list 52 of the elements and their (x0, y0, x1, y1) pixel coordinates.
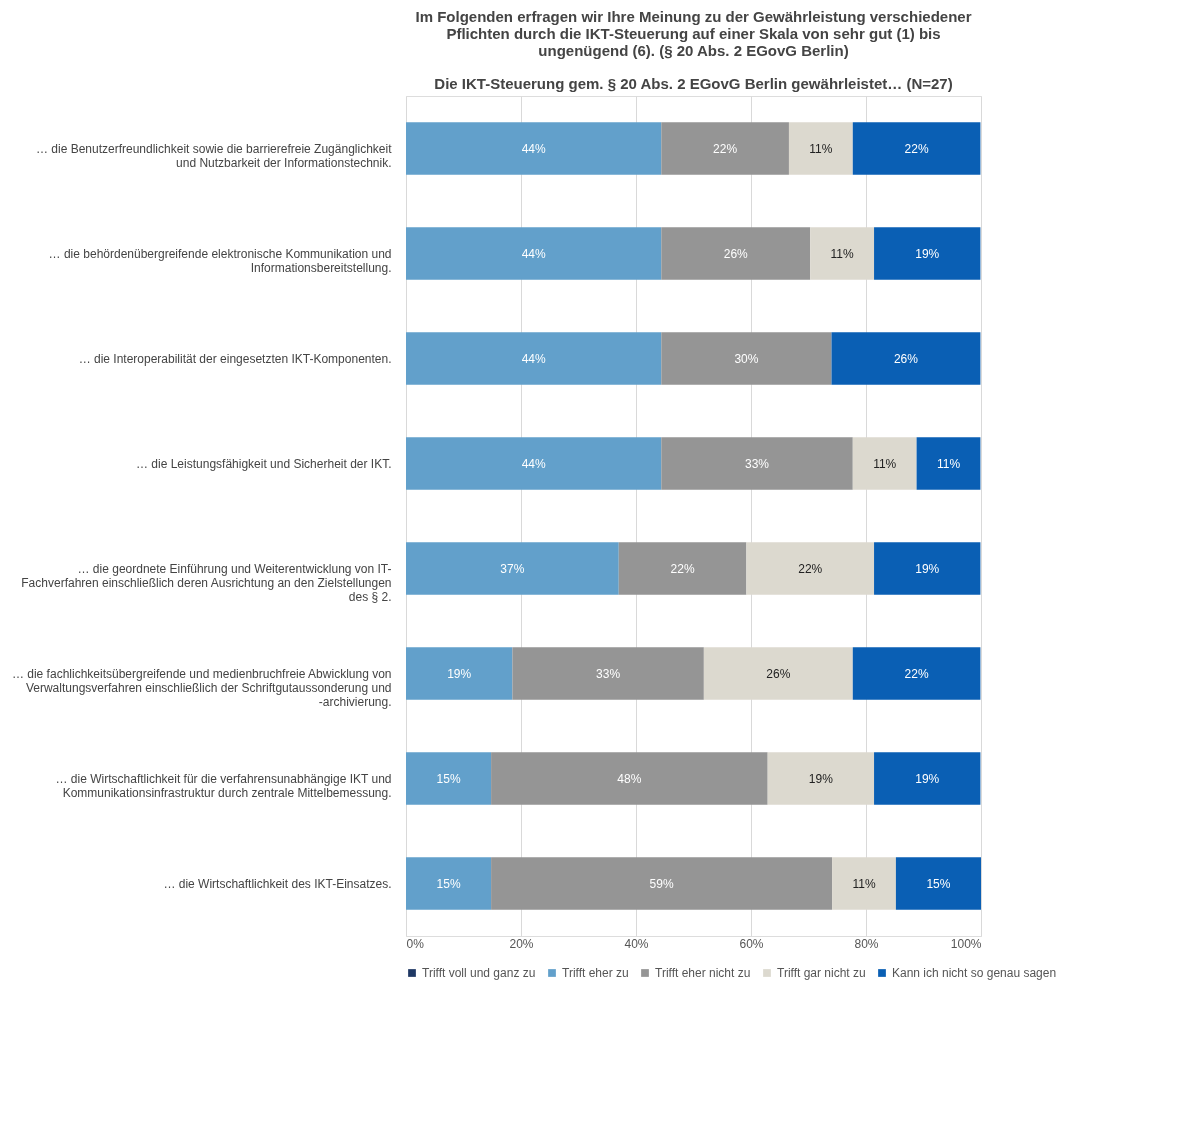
data-label: 11% (852, 876, 876, 891)
legend-label: Kann ich nicht so genau sagen (892, 966, 1057, 980)
data-label: 19% (915, 771, 940, 786)
y-tick-label: … die Wirtschaftlichkeit des IKT-Einsatzes. (163, 876, 392, 891)
x-tick-label: 0% (406, 936, 425, 951)
data-label: 22% (904, 141, 929, 156)
chart-title: Im Folgenden erfragen wir Ihre Meinung zu der Gewährleistung verschiedener Pflichten durch die IKT-Steuerung auf einer Skala von sehr gut (1) bis ungenügend (6). (§ 20 Abs. 2 EGovG Berlin) (415, 8, 972, 59)
data-label: 33% (596, 666, 621, 681)
y-tick-label: … die geordnete Einführung und Weiterentwicklung von IT-Fachverfahren einschließlich deren Ausrichtung an den Zielstellungen des § 2. (21, 561, 392, 604)
data-label: 26% (723, 246, 749, 261)
data-label: 26% (766, 666, 791, 681)
data-label: 11% (936, 456, 961, 471)
data-label: 44% (521, 246, 546, 261)
y-tick-label: … die Benutzerfreundlichkeit sowie die barrierefreie Zugänglichkeit und Nutzbarkeit der Informationstechnik. (35, 141, 393, 170)
x-tick-label: 80% (854, 936, 879, 951)
data-label: 44% (521, 456, 546, 471)
x-tick-label: 40% (624, 936, 649, 951)
data-label: 15% (926, 876, 951, 891)
data-label: 11% (873, 456, 897, 471)
data-label: 11% (809, 141, 833, 156)
data-label: 22% (713, 141, 738, 156)
legend-label: Trifft voll und ganz zu (422, 966, 536, 980)
data-label: 44% (521, 141, 546, 156)
data-label: 44% (521, 351, 546, 366)
data-label: 15% (436, 771, 461, 786)
chart-subtitle: Die IKT-Steuerung gem. § 20 Abs. 2 EGovG Berlin gewährleistet… (N=27) (434, 75, 953, 92)
data-label: 59% (649, 876, 674, 891)
data-label: 19% (915, 561, 940, 576)
data-label: 30% (734, 351, 759, 366)
y-tick-label: … die Leistungsfähigkeit und Sicherheit der IKT. (136, 456, 392, 471)
data-label: 22% (670, 561, 695, 576)
y-tick-label: … die Interoperabilität der eingesetzten IKT-Komponenten. (78, 351, 392, 366)
legend-label: Trifft gar nicht zu (777, 966, 866, 980)
data-label: 26% (893, 351, 919, 366)
data-label: 15% (436, 876, 461, 891)
y-tick-label: … die fachlichkeitsübergreifende und medienbruchfreie Abwicklung von Verwaltungsverfahren einschließlich der Schriftgutaussonderung und -archivierung. (11, 666, 392, 709)
y-tick-label: … die behördenübergreifende elektronische Kommunikation und Informationsbereitstellung. (48, 246, 392, 275)
data-label: 22% (798, 561, 823, 576)
x-tick-label: 20% (509, 936, 534, 951)
y-tick-label: … die Wirtschaftlichkeit für die verfahrensunabhängige IKT und Kommunikationsinfrastruktur durch zentrale Mittelbemessung. (55, 771, 392, 800)
data-label: 22% (904, 666, 929, 681)
x-tick-label: 60% (739, 936, 764, 951)
x-tick-label: 100% (950, 936, 982, 951)
data-label: 48% (617, 771, 642, 786)
data-label: 19% (447, 666, 472, 681)
data-label: 19% (808, 771, 834, 786)
data-label: 11% (830, 246, 855, 261)
data-label: 37% (500, 561, 525, 576)
data-label: 19% (915, 246, 940, 261)
legend-label: Trifft eher zu (562, 966, 629, 980)
data-label: 33% (745, 456, 770, 471)
legend-label: Trifft eher nicht zu (655, 966, 751, 980)
